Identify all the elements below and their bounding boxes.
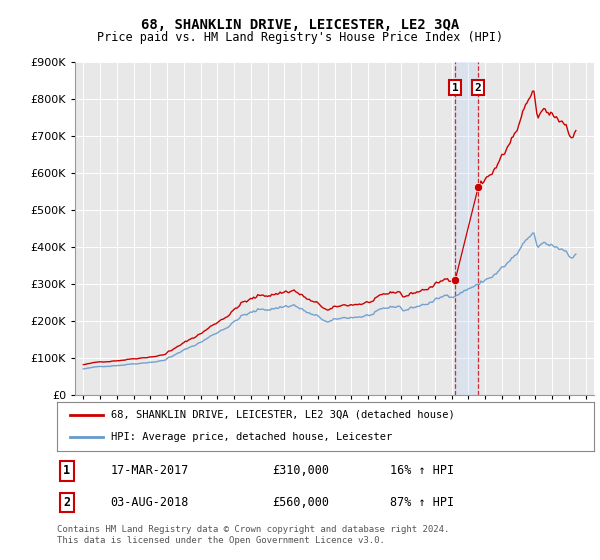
Text: Price paid vs. HM Land Registry's House Price Index (HPI): Price paid vs. HM Land Registry's House … [97, 31, 503, 44]
Text: 17-MAR-2017: 17-MAR-2017 [111, 464, 189, 478]
Text: 87% ↑ HPI: 87% ↑ HPI [390, 496, 454, 509]
Text: 16% ↑ HPI: 16% ↑ HPI [390, 464, 454, 478]
Text: 2: 2 [475, 82, 482, 92]
Text: 68, SHANKLIN DRIVE, LEICESTER, LE2 3QA: 68, SHANKLIN DRIVE, LEICESTER, LE2 3QA [141, 18, 459, 32]
Text: 03-AUG-2018: 03-AUG-2018 [111, 496, 189, 509]
Text: HPI: Average price, detached house, Leicester: HPI: Average price, detached house, Leic… [111, 432, 392, 442]
Bar [455, 62, 478, 395]
Text: 1: 1 [63, 464, 70, 478]
Text: 1: 1 [452, 82, 458, 92]
Text: 68, SHANKLIN DRIVE, LEICESTER, LE2 3QA (detached house): 68, SHANKLIN DRIVE, LEICESTER, LE2 3QA (… [111, 410, 454, 420]
Text: Contains HM Land Registry data © Crown copyright and database right 2024.
This d: Contains HM Land Registry data © Crown c… [57, 525, 449, 545]
Text: £560,000: £560,000 [272, 496, 329, 509]
Text: £310,000: £310,000 [272, 464, 329, 478]
Text: 2: 2 [63, 496, 70, 509]
